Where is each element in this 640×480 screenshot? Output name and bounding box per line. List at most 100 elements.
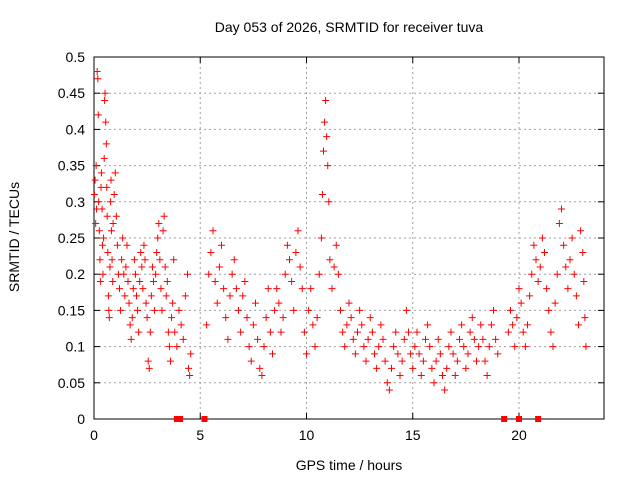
data-point [405,328,412,336]
data-point [184,270,191,278]
data-point [224,335,232,343]
data-point [320,147,327,155]
data-point [120,270,128,278]
data-point [475,343,483,351]
data-point [424,321,432,329]
data-point [343,321,351,329]
data-point [466,328,474,336]
chart-title: Day 053 of 2026, SRMTID for receiver tuv… [215,19,484,35]
data-point [483,372,491,380]
data-point [460,343,468,351]
data-point [161,263,169,271]
data-point [417,372,425,380]
data-point [103,183,111,191]
data-point [179,335,187,343]
data-point [439,372,446,380]
baseline-markers [173,416,542,422]
data-point [211,277,219,285]
data-point [254,335,262,343]
data-point [347,314,355,322]
data-point [110,191,118,199]
data-point [127,335,135,343]
data-point [311,343,319,351]
data-point [94,75,102,83]
data-point [152,270,160,278]
data-point [103,212,111,220]
data-point [307,285,315,293]
data-point [91,176,99,184]
data-point [328,285,336,293]
data-point [381,357,389,365]
data-point [415,350,423,358]
data-point [541,248,548,256]
data-point [168,314,176,322]
data-point [164,328,172,336]
data-point [165,343,173,351]
data-point [419,357,427,365]
data-point [125,299,133,307]
data-point [481,357,489,365]
data-point [394,350,402,358]
data-point [235,306,242,314]
data-point [313,314,321,322]
data-point [422,335,429,343]
data-point [243,314,251,322]
data-point [245,343,253,351]
baseline-marker [516,416,522,422]
baseline-marker [173,416,180,422]
data-point [112,212,120,220]
data-point [163,277,171,285]
data-point [326,256,334,264]
data-point [428,364,436,372]
data-point [134,306,142,314]
y-tick-label: 0.45 [58,85,85,101]
y-tick-label: 0.2 [66,266,86,282]
data-point [222,314,230,322]
data-point [377,321,385,329]
data-point [213,299,221,307]
data-point [107,198,115,206]
y-tick-label: 0.5 [66,49,86,65]
data-point [205,270,213,278]
data-point [286,256,293,264]
data-point [99,270,107,278]
x-tick-label: 15 [405,427,421,443]
data-point [536,263,544,271]
data-point [138,263,146,271]
baseline-marker [501,416,508,422]
data-point [92,162,100,170]
data-point [239,292,247,300]
data-point [128,314,136,322]
baseline-marker [201,416,208,422]
data-point [203,321,211,329]
data-point [371,350,378,358]
data-point [105,314,113,322]
y-tick-label: 0 [77,411,85,427]
data-point [129,285,137,293]
data-point [570,270,578,278]
data-point [104,248,112,256]
data-point [553,270,561,278]
data-point [130,256,138,264]
data-point [511,343,519,351]
data-point [324,162,332,170]
data-point [150,277,157,285]
data-point [133,292,140,300]
data-point [564,285,572,293]
data-point [162,292,170,300]
data-point [362,357,370,365]
data-point [551,299,559,307]
data-point [303,350,310,358]
data-point [143,314,151,322]
data-point [309,321,317,329]
data-point [526,292,534,300]
data-point [121,292,129,300]
data-point [398,357,406,365]
data-point [579,248,587,256]
data-point [375,343,383,351]
data-point [581,314,589,322]
data-point [392,328,400,336]
data-point [226,292,234,300]
data-point [477,321,485,329]
data-point [119,234,127,242]
